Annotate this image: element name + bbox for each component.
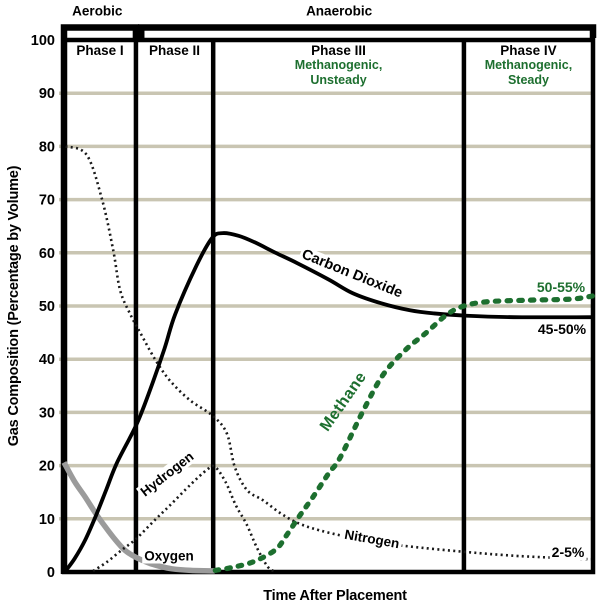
phase-sublabel: Steady [507, 73, 549, 87]
curve-methane [212, 293, 596, 574]
aerobic-bracket [60, 24, 140, 38]
curve-oxygen [61, 461, 215, 574]
y-tick-label: 40 [39, 352, 55, 368]
carbon-dioxide-range-label: 45-50% [535, 321, 589, 337]
phase-label-3: Phase III Methanogenic, Unsteady [295, 43, 383, 88]
phase-name: Phase I [76, 43, 124, 58]
y-tick-label: 100 [31, 33, 55, 49]
y-tick-label: 0 [47, 565, 55, 581]
y-tick-label: 90 [39, 86, 55, 102]
anaerobic-bracket [137, 24, 597, 38]
phase-name: Phase IV [500, 43, 557, 58]
bracket-label-anaerobic: Anaerobic [306, 3, 373, 19]
y-tick-label: 20 [39, 459, 55, 475]
y-axis-title: Gas Composition (Percentage by Volume) [6, 165, 22, 447]
phase-name: Phase II [149, 43, 201, 58]
phase-name: Phase III [311, 43, 366, 58]
phase-label-2: Phase II [149, 43, 200, 58]
phase-sublabel: Unsteady [310, 73, 367, 87]
y-tick-label: 80 [39, 139, 55, 155]
phase-sublabel: Methanogenic, [294, 58, 383, 72]
curve-carbon-dioxide [64, 231, 594, 573]
y-tick-label: 50 [39, 299, 55, 315]
nitrogen-range-label: 2-5% [549, 544, 587, 560]
y-tick-label: 10 [39, 512, 55, 528]
phase-label-4: Phase IV Methanogenic, Steady [485, 43, 573, 88]
phase-label-1: Phase I [76, 43, 123, 58]
y-tick-label: 30 [39, 405, 55, 421]
y-tick-label: 70 [39, 193, 55, 209]
bracket-label-aerobic: Aerobic [72, 3, 123, 19]
phase-sublabel: Methanogenic, [484, 58, 573, 72]
y-tick-label: 60 [39, 246, 55, 262]
methane-range-label: 50-55% [534, 279, 588, 295]
oxygen-curve-label: Oxygen [142, 548, 196, 564]
x-axis-title: Time After Placement [263, 588, 407, 604]
